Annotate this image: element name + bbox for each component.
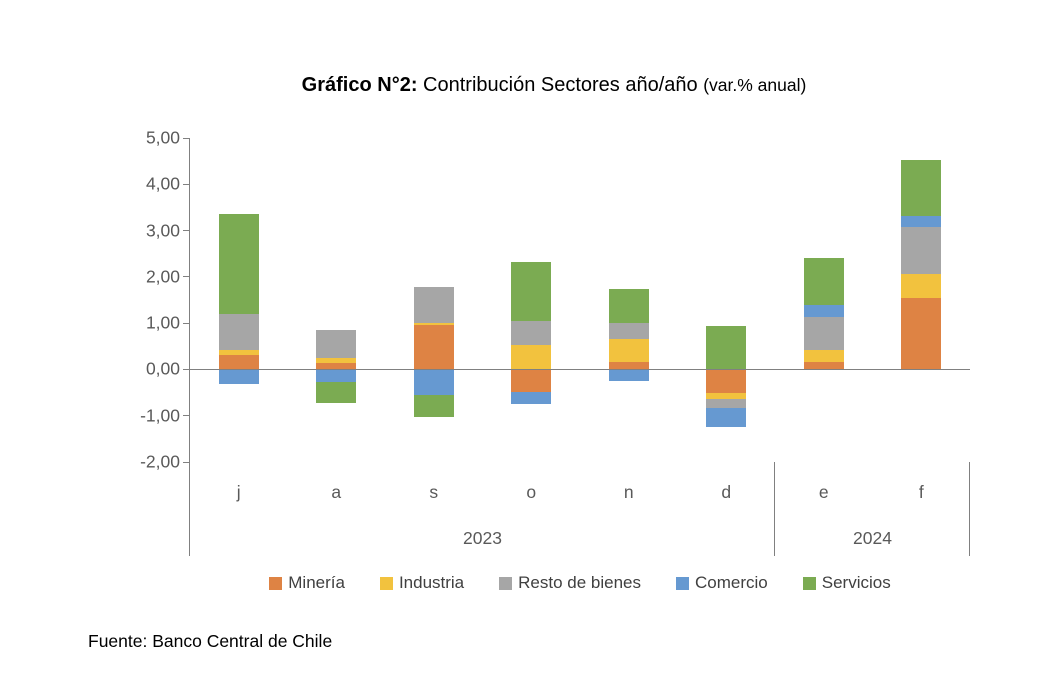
bar-segment-comercio-e — [803, 305, 844, 318]
bar-segment-servicios-n — [608, 288, 649, 323]
y-tick-label: -1,00 — [140, 405, 180, 426]
bar-segment-comercio-d — [706, 407, 747, 428]
x-category-label-d: d — [721, 482, 732, 502]
y-tick-label: 3,00 — [145, 220, 180, 241]
y-tick-label: 1,00 — [145, 312, 180, 333]
legend-label: Industria — [398, 573, 465, 592]
bar-segment-minería-f — [901, 297, 942, 370]
y-tick-label: 0,00 — [145, 358, 180, 379]
legend-label: Resto de bienes — [518, 573, 642, 592]
bar-segment-industria-j — [218, 349, 259, 356]
y-tick-label: 5,00 — [145, 127, 180, 148]
x-category-label-s: s — [429, 482, 439, 502]
bar-segment-servicios-o — [511, 261, 552, 321]
bar-segment-industria-a — [316, 357, 357, 363]
bar-segment-minería-n — [608, 361, 649, 370]
bar-segment-minería-j — [218, 355, 259, 370]
y-tick-mark — [183, 322, 190, 324]
bar-segment-resto-de-bienes-s — [413, 286, 454, 323]
y-tick-mark — [183, 461, 190, 463]
bar-segment-comercio-f — [901, 216, 942, 227]
y-tick-mark — [183, 415, 190, 417]
bar-segment-industria-f — [901, 273, 942, 298]
x-group-label-2024: 2024 — [853, 528, 892, 548]
bar-segment-comercio-j — [218, 369, 259, 385]
bar-segment-resto-de-bienes-j — [218, 314, 259, 350]
chart-title-prefix: Gráfico N°2: — [301, 74, 418, 96]
x-group-label-2023: 2023 — [463, 528, 502, 548]
source-note: Fuente: Banco Central de Chile — [88, 631, 333, 651]
bar-segment-comercio-a — [316, 369, 357, 382]
bar-segment-industria-o — [511, 345, 552, 370]
bar-segment-industria-s — [413, 322, 454, 325]
bar-segment-resto-de-bienes-o — [511, 320, 552, 346]
bar-segment-servicios-d — [706, 326, 747, 370]
bar-segment-minería-s — [413, 324, 454, 370]
x-category-label-a: a — [331, 482, 342, 502]
axis-separator-line — [969, 462, 970, 556]
bar-segment-minería-d — [706, 369, 747, 394]
y-axis-line — [189, 138, 190, 556]
legend-swatch-icon — [379, 576, 393, 590]
bar-segment-servicios-e — [803, 258, 844, 306]
zero-gridline — [190, 368, 970, 371]
bar-segment-resto-de-bienes-e — [803, 317, 844, 350]
bar-segment-minería-e — [803, 362, 844, 370]
bar-segment-industria-n — [608, 339, 649, 362]
legend-label: Minería — [288, 573, 345, 592]
legend-item-minería: Minería — [269, 573, 345, 593]
plot-area — [190, 138, 970, 462]
legend-swatch-icon — [499, 576, 513, 590]
chart-title: Gráfico N°2: Contribución Sectores año/a… — [302, 74, 807, 97]
axis-separator-line — [774, 462, 775, 556]
legend-label: Comercio — [695, 573, 768, 592]
x-category-label-e: e — [818, 482, 829, 502]
bar-segment-servicios-s — [413, 395, 454, 418]
y-tick-label: -2,00 — [140, 451, 180, 472]
bar-segment-comercio-s — [413, 369, 454, 396]
bar-segment-servicios-j — [218, 213, 259, 315]
bar-segment-servicios-f — [901, 159, 942, 217]
bar-segment-resto-de-bienes-f — [901, 226, 942, 274]
x-category-label-f: f — [918, 482, 924, 502]
legend-item-industria: Industria — [379, 573, 465, 593]
legend-swatch-icon — [676, 576, 690, 590]
bar-segment-resto-de-bienes-n — [608, 322, 649, 340]
y-tick-mark — [183, 137, 190, 139]
x-category-label-n: n — [623, 482, 634, 502]
y-tick-mark — [183, 183, 190, 185]
bar-segment-comercio-o — [511, 391, 552, 404]
bar-segment-minería-o — [511, 369, 552, 392]
legend-label: Servicios — [821, 573, 891, 592]
legend-swatch-icon — [269, 576, 283, 590]
y-tick-mark — [183, 276, 190, 278]
bar-segment-comercio-n — [608, 369, 649, 381]
legend-item-comercio: Comercio — [676, 573, 768, 593]
chart-title-suffix: (var.% anual) — [703, 75, 807, 95]
bar-segment-industria-d — [706, 393, 747, 400]
x-category-label-j: j — [236, 482, 241, 502]
x-category-label-o: o — [526, 482, 537, 502]
y-tick-label: 4,00 — [145, 173, 180, 194]
bar-segment-resto-de-bienes-a — [316, 330, 357, 358]
bar-segment-resto-de-bienes-d — [706, 399, 747, 408]
legend-swatch-icon — [802, 576, 816, 590]
y-tick-mark — [183, 368, 190, 370]
legend-item-servicios: Servicios — [802, 573, 891, 593]
chart-title-main: Contribución Sectores año/año — [417, 74, 704, 96]
bar-segment-servicios-a — [316, 381, 357, 403]
bar-segment-industria-e — [803, 349, 844, 362]
y-tick-mark — [183, 230, 190, 232]
legend-item-resto-de-bienes: Resto de bienes — [499, 573, 641, 593]
bar-segment-minería-a — [316, 362, 357, 370]
chart-legend: Minería Industria Resto de bienes Comercio S… — [190, 573, 970, 593]
y-tick-label: 2,00 — [145, 266, 180, 287]
